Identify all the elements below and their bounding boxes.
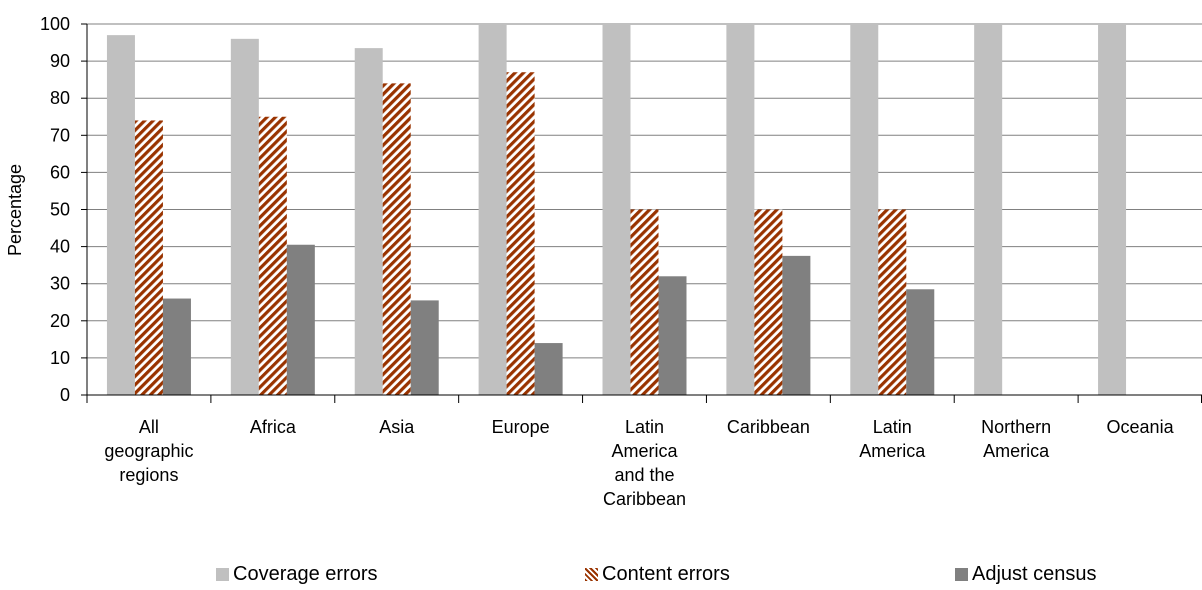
x-category-label: Caribbean — [727, 417, 810, 437]
y-tick-label: 90 — [50, 51, 70, 71]
x-category-label-line: America — [983, 441, 1050, 461]
content-errors-bar — [134, 120, 163, 396]
x-category-label: Latin America — [859, 417, 926, 461]
y-tick-label: 40 — [50, 237, 70, 257]
content-errors-bar — [630, 209, 659, 395]
coverage-errors-bar — [106, 35, 135, 395]
x-category-label: All geographic regions — [104, 417, 193, 485]
coverage-errors-bar — [478, 24, 507, 395]
legend-swatch-coverage-errors — [216, 568, 229, 581]
y-tick-label: 0 — [60, 385, 70, 405]
x-category-label: Latin America and the Caribbean — [603, 417, 686, 509]
adjust-census-bar — [534, 343, 563, 395]
x-category-label-line: Africa — [250, 417, 297, 437]
y-tick-label: 80 — [50, 88, 70, 108]
adjust-census-bar — [162, 298, 191, 395]
coverage-errors-bar — [1098, 24, 1127, 395]
x-category-label-line: Caribbean — [727, 417, 810, 437]
y-tick-label: 20 — [50, 311, 70, 331]
bar-chart: 0 10 20 30 40 50 60 70 80 90 100 All geographic regi… — [5, 14, 1202, 509]
adjust-census-bar — [286, 244, 315, 395]
x-category-label-line: and the — [614, 465, 674, 485]
coverage-errors-bar — [850, 24, 879, 395]
x-category-label: Europe — [492, 417, 550, 437]
y-tick-label: 70 — [50, 125, 70, 145]
legend-label-content-errors: Content errors — [602, 563, 730, 585]
content-errors-bar — [754, 209, 783, 395]
x-category-label-line: Caribbean — [603, 489, 686, 509]
x-category-label-line: Latin — [625, 417, 664, 437]
content-errors-bar — [258, 116, 287, 395]
y-tick-label: 30 — [50, 274, 70, 294]
y-tick-labels: 0 10 20 30 40 50 60 70 80 90 100 — [40, 14, 87, 405]
adjust-census-bar — [906, 289, 935, 395]
coverage-errors-bar — [726, 24, 755, 395]
x-category-label-line: geographic — [104, 441, 193, 461]
legend-item-content-errors: Content errors — [585, 563, 730, 586]
x-category-label-line: regions — [119, 465, 178, 485]
content-errors-bar — [878, 209, 907, 395]
x-category-label: Northern America — [981, 417, 1051, 461]
x-category-label: Oceania — [1107, 417, 1175, 437]
x-category-label-line: Northern — [981, 417, 1051, 437]
x-category-label: Africa — [250, 417, 297, 437]
adjust-census-bar — [410, 300, 439, 395]
adjust-census-bar — [782, 255, 811, 395]
legend-swatch-content-errors — [585, 568, 598, 581]
x-category-label: Asia — [379, 417, 415, 437]
legend-label-adjust-census: Adjust census — [972, 563, 1097, 585]
coverage-errors-bar — [354, 48, 383, 396]
x-category-label-line: America — [611, 441, 678, 461]
x-category-label-line: Latin — [873, 417, 912, 437]
x-category-label-line: Europe — [492, 417, 550, 437]
x-category-label-line: Asia — [379, 417, 415, 437]
category-labels: All geographic regions Africa Asia Europe Lati… — [104, 417, 1174, 509]
content-errors-bar — [506, 72, 535, 395]
legend: Coverage errors Content errors Adjust ce… — [0, 563, 1202, 589]
legend-swatch-adjust-census — [955, 568, 968, 581]
adjust-census-bar — [658, 276, 687, 395]
y-tick-label: 60 — [50, 162, 70, 182]
axes — [86, 24, 1202, 403]
legend-item-coverage-errors: Coverage errors — [216, 563, 378, 586]
y-tick-label: 10 — [50, 348, 70, 368]
bars — [106, 24, 1127, 396]
y-tick-label: 100 — [40, 14, 70, 34]
legend-label-coverage-errors: Coverage errors — [233, 563, 378, 585]
y-tick-label: 50 — [50, 200, 70, 220]
content-errors-bar — [382, 83, 411, 396]
x-category-label-line: America — [859, 441, 926, 461]
x-category-label-line: Oceania — [1107, 417, 1175, 437]
coverage-errors-bar — [974, 24, 1003, 395]
x-category-label-line: All — [139, 417, 159, 437]
y-axis-title: Percentage — [5, 164, 25, 256]
legend-item-adjust-census: Adjust census — [955, 563, 1097, 586]
coverage-errors-bar — [230, 38, 259, 396]
coverage-errors-bar — [602, 24, 631, 395]
